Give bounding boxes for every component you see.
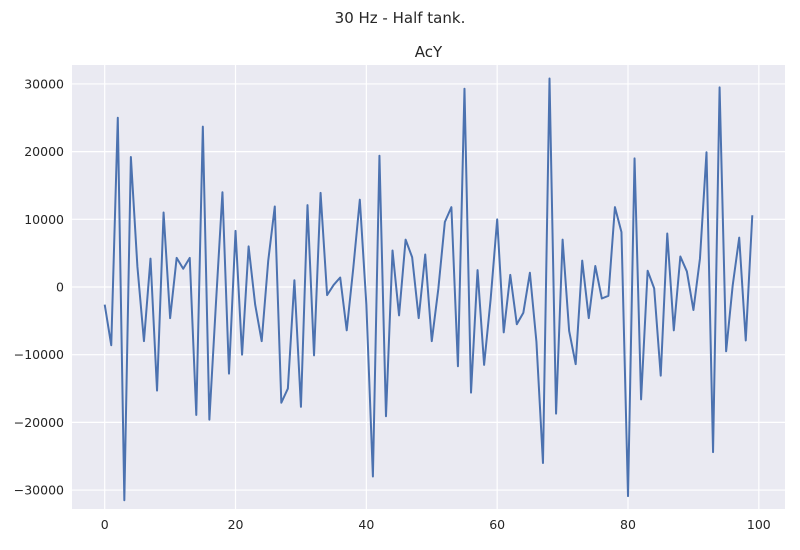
y-tick-label: 10000 [24,212,64,227]
y-tick-label: 30000 [24,76,64,91]
series-line-0 [103,77,754,502]
series-group [103,77,754,502]
y-tick-label: −30000 [14,483,64,498]
y-tick-label: 0 [56,280,64,295]
x-tick-label: 80 [620,517,636,532]
y-tick-label: −20000 [14,415,64,430]
x-axis-ticks: 0 20 40 60 80 100 [101,517,771,532]
x-tick-label: 100 [747,517,771,532]
x-tick-label: 60 [489,517,505,532]
figure-title: 30 Hz - Half tank. [335,9,466,27]
y-axis-ticks: −30000 −20000 −10000 0 10000 20000 30000 [14,76,64,497]
x-tick-label: 40 [358,517,374,532]
x-tick-label: 0 [101,517,109,532]
chart-title: AcY [415,43,443,61]
x-tick-label: 20 [228,517,244,532]
y-tick-label: −10000 [14,347,64,362]
y-tick-label: 20000 [24,144,64,159]
